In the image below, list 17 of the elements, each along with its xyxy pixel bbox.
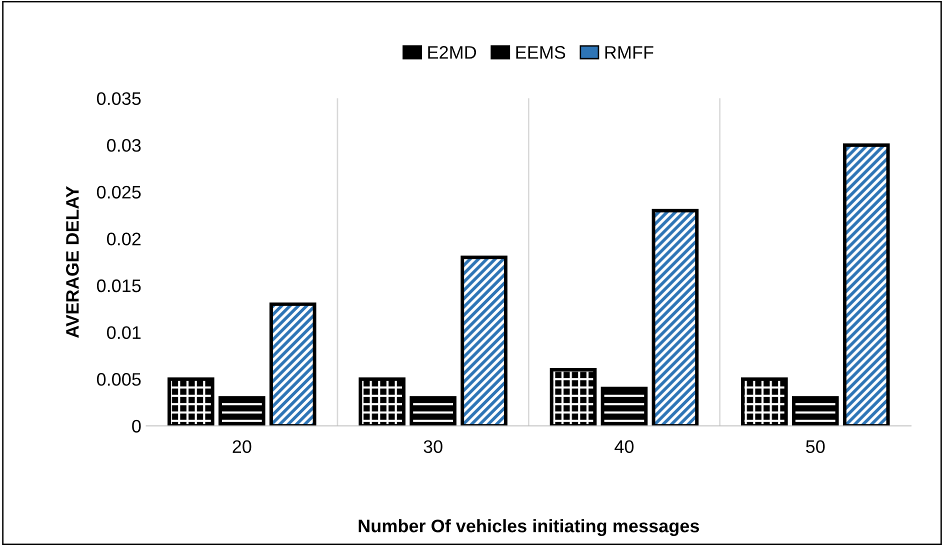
y-tick-label: 0.005: [96, 373, 141, 386]
y-tick-label: 0.025: [96, 186, 141, 199]
y-tick-label: 0: [132, 420, 141, 433]
legend-label: RMFF: [605, 46, 654, 59]
y-tick-label: 0.01: [107, 326, 141, 339]
x-tick-label: 30: [424, 440, 442, 454]
x-tick-label: 40: [614, 440, 634, 454]
y-tick-label: 0.035: [96, 92, 141, 105]
x-axis-title: Number Of vehicles initiating messages: [358, 519, 699, 536]
legend-label: EEMS: [516, 46, 566, 59]
y-tick-label: 0.03: [107, 139, 141, 152]
x-tick-label: 20: [232, 440, 252, 454]
x-tick-label: 50: [806, 440, 825, 454]
y-tick-label: 0.015: [96, 279, 141, 292]
y-tick-label: 0.02: [107, 232, 141, 246]
legend-label: E2MD: [428, 46, 476, 59]
y-axis-title: AVERAGE DELAY: [66, 186, 79, 338]
